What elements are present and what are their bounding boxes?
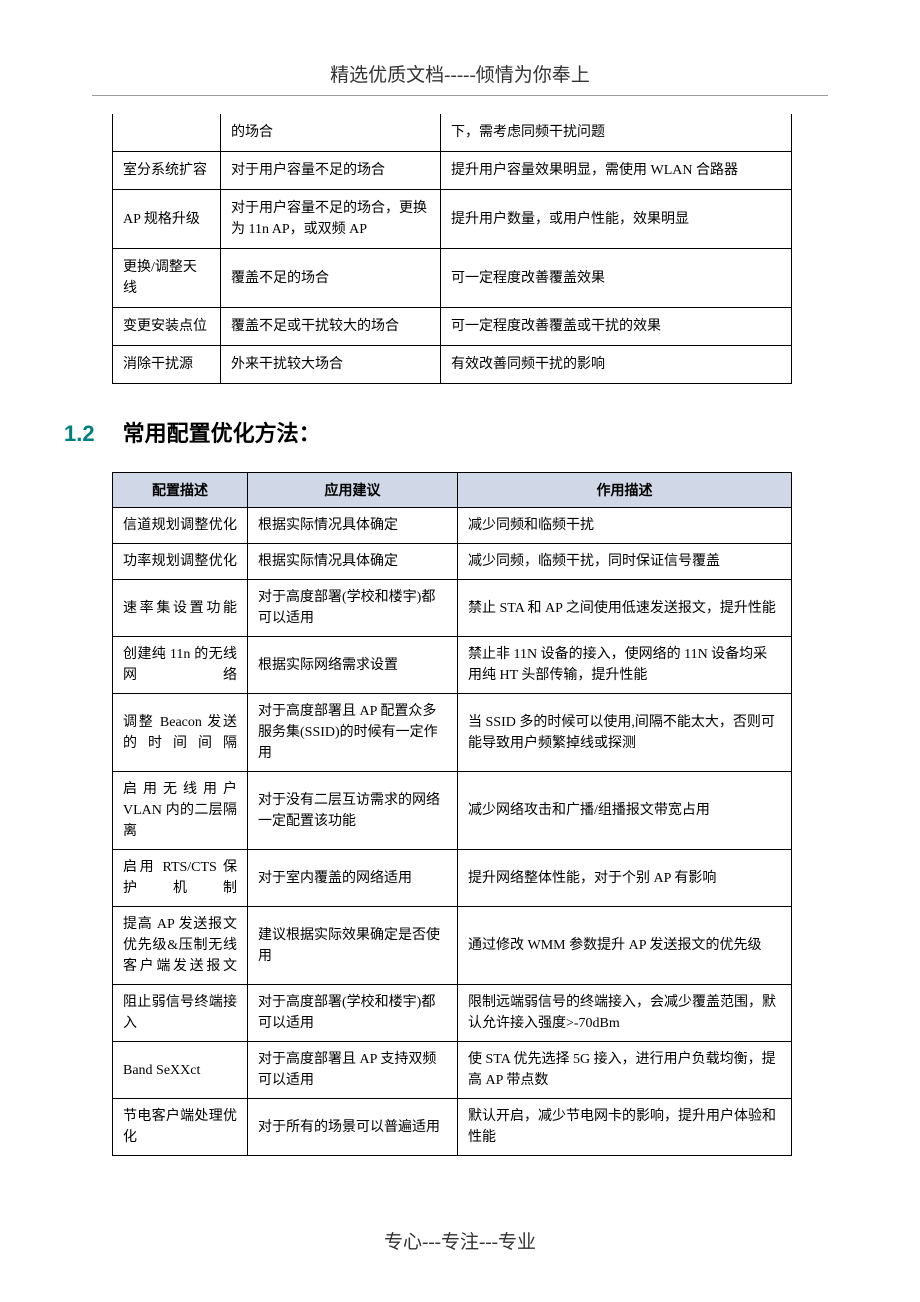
table-cell: 建议根据实际效果确定是否使用 (248, 907, 458, 985)
table-cell: 限制远端弱信号的终端接入，会减少覆盖范围，默认允许接入强度>-70dBm (458, 985, 792, 1042)
table2-wrapper: 配置描述 应用建议 作用描述 信道规划调整优化 根据实际情况具体确定 减少同频和… (112, 472, 792, 1156)
config-optimization-table: 配置描述 应用建议 作用描述 信道规划调整优化 根据实际情况具体确定 减少同频和… (112, 472, 792, 1156)
table-cell: 外来干扰较大场合 (221, 346, 441, 384)
table-cell: 对于高度部署(学校和楼宇)都可以适用 (248, 985, 458, 1042)
table-cell: 功率规划调整优化 (113, 544, 248, 580)
table-row: 调整 Beacon 发送的时间间隔 对于高度部署且 AP 配置众多服务集(SSI… (113, 694, 792, 772)
table-cell: 通过修改 WMM 参数提升 AP 发送报文的优先级 (458, 907, 792, 985)
table-row: 速率集设置功能 对于高度部署(学校和楼宇)都可以适用 禁止 STA 和 AP 之… (113, 580, 792, 637)
table-cell: 调整 Beacon 发送的时间间隔 (113, 694, 248, 772)
table-cell: 对于高度部署且 AP 配置众多服务集(SSID)的时候有一定作用 (248, 694, 458, 772)
table-cell: 对于高度部署(学校和楼宇)都可以适用 (248, 580, 458, 637)
table-row: 创建纯 11n 的无线网络 根据实际网络需求设置 禁止非 11N 设备的接入，使… (113, 637, 792, 694)
table-cell: AP 规格升级 (113, 190, 221, 249)
page-footer: 专心---专注---专业 (0, 1227, 920, 1254)
table-cell: 默认开启，减少节电网卡的影响，提升用户体验和性能 (458, 1099, 792, 1156)
table-cell: 禁止非 11N 设备的接入，使网络的 11N 设备均采用纯 HT 头部传输，提升… (458, 637, 792, 694)
table-row: Band SeXXct 对于高度部署且 AP 支持双频可以适用 使 STA 优先… (113, 1042, 792, 1099)
table-cell: 覆盖不足的场合 (221, 249, 441, 308)
table-row: 提高 AP 发送报文优先级&压制无线客户端发送报文 建议根据实际效果确定是否使用… (113, 907, 792, 985)
table-cell: 提高 AP 发送报文优先级&压制无线客户端发送报文 (113, 907, 248, 985)
table-cell: 可一定程度改善覆盖或干扰的效果 (441, 308, 792, 346)
optimization-table-1: 的场合 下，需考虑同频干扰问题 室分系统扩容 对于用户容量不足的场合 提升用户容… (112, 114, 792, 384)
table-cell: 信道规划调整优化 (113, 508, 248, 544)
table-cell: 对于所有的场景可以普遍适用 (248, 1099, 458, 1156)
table-cell: 对于用户容量不足的场合 (221, 152, 441, 190)
table-header-cell: 配置描述 (113, 473, 248, 508)
section-heading: 1.2 常用配置优化方法： (64, 416, 828, 448)
table-cell: 根据实际情况具体确定 (248, 508, 458, 544)
table-cell: 变更安装点位 (113, 308, 221, 346)
page-header: 精选优质文档-----倾情为你奉上 (92, 60, 828, 96)
table-row: 的场合 下，需考虑同频干扰问题 (113, 114, 792, 152)
table-cell: 的场合 (221, 114, 441, 152)
table-row: 消除干扰源 外来干扰较大场合 有效改善同频干扰的影响 (113, 346, 792, 384)
table-cell: 可一定程度改善覆盖效果 (441, 249, 792, 308)
table-row: 功率规划调整优化 根据实际情况具体确定 减少同频，临频干扰，同时保证信号覆盖 (113, 544, 792, 580)
table-cell: 提升用户容量效果明显，需使用 WLAN 合路器 (441, 152, 792, 190)
table-cell: 对于用户容量不足的场合，更换为 11n AP，或双频 AP (221, 190, 441, 249)
table-header-cell: 应用建议 (248, 473, 458, 508)
table-cell: 使 STA 优先选择 5G 接入，进行用户负载均衡，提高 AP 带点数 (458, 1042, 792, 1099)
table2-head: 配置描述 应用建议 作用描述 (113, 473, 792, 508)
table-cell: 有效改善同频干扰的影响 (441, 346, 792, 384)
table-cell: 提升用户数量，或用户性能，效果明显 (441, 190, 792, 249)
table-cell: 更换/调整天线 (113, 249, 221, 308)
table-cell (113, 114, 221, 152)
section-number: 1.2 (64, 421, 95, 446)
table-cell: 禁止 STA 和 AP 之间使用低速发送报文，提升性能 (458, 580, 792, 637)
table-cell: 创建纯 11n 的无线网络 (113, 637, 248, 694)
table-cell: 下，需考虑同频干扰问题 (441, 114, 792, 152)
table-row: 节电客户端处理优化 对于所有的场景可以普遍适用 默认开启，减少节电网卡的影响，提… (113, 1099, 792, 1156)
table-cell: 根据实际情况具体确定 (248, 544, 458, 580)
table1-wrapper: 的场合 下，需考虑同频干扰问题 室分系统扩容 对于用户容量不足的场合 提升用户容… (112, 114, 792, 384)
table1-body: 的场合 下，需考虑同频干扰问题 室分系统扩容 对于用户容量不足的场合 提升用户容… (113, 114, 792, 384)
table-cell: 对于室内覆盖的网络适用 (248, 850, 458, 907)
section-title: 常用配置优化方法： (123, 421, 321, 446)
table-cell: 室分系统扩容 (113, 152, 221, 190)
table-cell: 对于高度部署且 AP 支持双频可以适用 (248, 1042, 458, 1099)
table-cell: 速率集设置功能 (113, 580, 248, 637)
table-row: 启用无线用户VLAN 内的二层隔离 对于没有二层互访需求的网络一定配置该功能 减… (113, 772, 792, 850)
page-container: 精选优质文档-----倾情为你奉上 的场合 下，需考虑同频干扰问题 室分系统扩容… (0, 0, 920, 1196)
table-row: AP 规格升级 对于用户容量不足的场合，更换为 11n AP，或双频 AP 提升… (113, 190, 792, 249)
table-cell: 减少网络攻击和广播/组播报文带宽占用 (458, 772, 792, 850)
table-cell: 覆盖不足或干扰较大的场合 (221, 308, 441, 346)
table-row: 阻止弱信号终端接入 对于高度部署(学校和楼宇)都可以适用 限制远端弱信号的终端接… (113, 985, 792, 1042)
table-cell: 节电客户端处理优化 (113, 1099, 248, 1156)
table-row: 信道规划调整优化 根据实际情况具体确定 减少同频和临频干扰 (113, 508, 792, 544)
table-cell: 阻止弱信号终端接入 (113, 985, 248, 1042)
table2-body: 信道规划调整优化 根据实际情况具体确定 减少同频和临频干扰 功率规划调整优化 根… (113, 508, 792, 1156)
table-cell: 启用无线用户VLAN 内的二层隔离 (113, 772, 248, 850)
table-row: 更换/调整天线 覆盖不足的场合 可一定程度改善覆盖效果 (113, 249, 792, 308)
table-cell: 当 SSID 多的时候可以使用,间隔不能太大，否则可能导致用户频繁掉线或探测 (458, 694, 792, 772)
table-cell: 提升网络整体性能，对于个别 AP 有影响 (458, 850, 792, 907)
table-row: 变更安装点位 覆盖不足或干扰较大的场合 可一定程度改善覆盖或干扰的效果 (113, 308, 792, 346)
table-cell: 减少同频，临频干扰，同时保证信号覆盖 (458, 544, 792, 580)
table-cell: 启用 RTS/CTS 保护机制 (113, 850, 248, 907)
table-cell: 对于没有二层互访需求的网络一定配置该功能 (248, 772, 458, 850)
table-cell: 消除干扰源 (113, 346, 221, 384)
table-cell: Band SeXXct (113, 1042, 248, 1099)
table-row: 启用 RTS/CTS 保护机制 对于室内覆盖的网络适用 提升网络整体性能，对于个… (113, 850, 792, 907)
table-header-cell: 作用描述 (458, 473, 792, 508)
table-row: 室分系统扩容 对于用户容量不足的场合 提升用户容量效果明显，需使用 WLAN 合… (113, 152, 792, 190)
table-header-row: 配置描述 应用建议 作用描述 (113, 473, 792, 508)
table-cell: 根据实际网络需求设置 (248, 637, 458, 694)
table-cell: 减少同频和临频干扰 (458, 508, 792, 544)
